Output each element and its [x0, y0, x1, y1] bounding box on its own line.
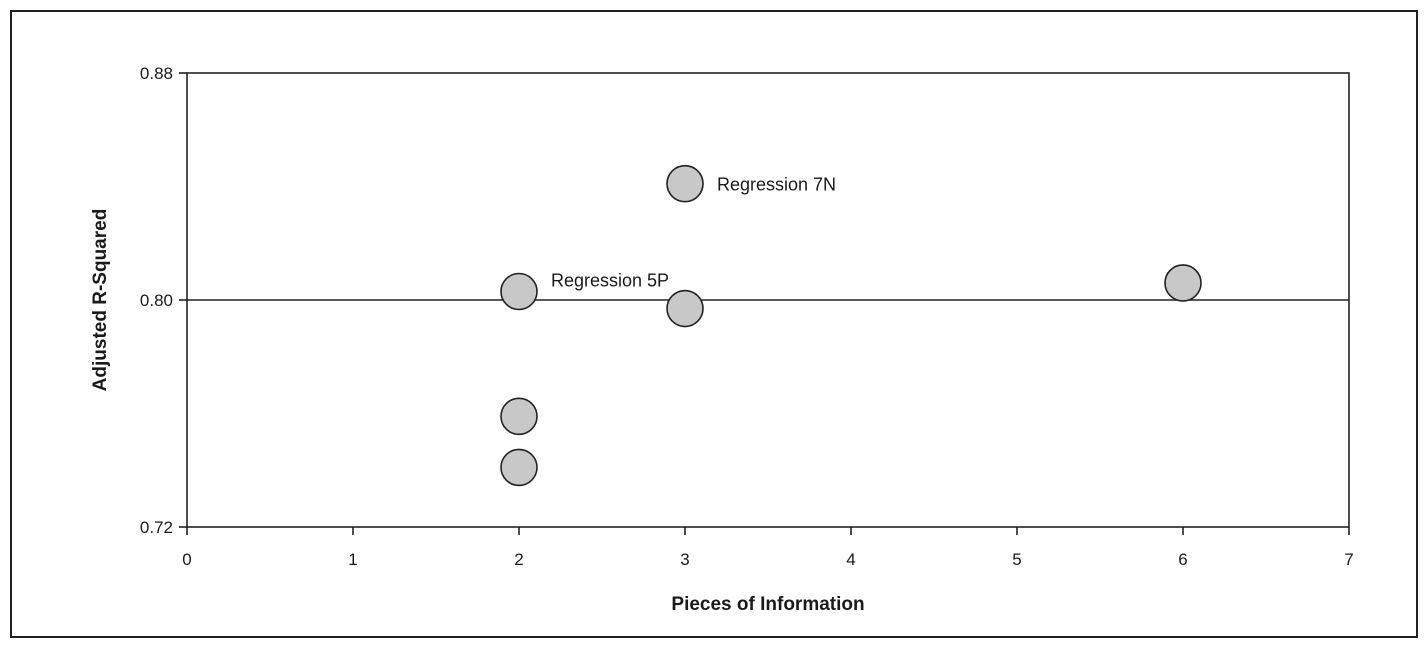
y-tick-label: 0.88	[140, 64, 173, 83]
data-point	[666, 164, 704, 203]
y-axis-title: Adjusted R-Squared	[90, 209, 111, 392]
x-axis-title: Pieces of Information	[671, 594, 864, 615]
data-point	[666, 289, 704, 328]
data-point	[500, 272, 538, 311]
x-tick-label: 2	[514, 550, 523, 569]
x-tick-label: 5	[1012, 550, 1021, 569]
x-tick-label: 0	[182, 550, 191, 569]
x-tick-label: 7	[1344, 550, 1353, 569]
annotation-label: Regression 7N	[717, 175, 836, 195]
x-tick-label: 1	[348, 550, 357, 569]
y-tick-label: 0.80	[140, 291, 173, 310]
outer-border	[10, 10, 1418, 638]
x-tick-label: 3	[680, 550, 689, 569]
data-point	[1164, 264, 1202, 302]
y-tick-label: 0.72	[140, 518, 173, 537]
y-axis-ticks: 0.72 0.80 0.88	[140, 64, 187, 537]
x-tick-label: 6	[1178, 550, 1187, 569]
data-point	[500, 448, 538, 487]
data-point	[500, 397, 538, 436]
annotations: Regression 7N Regression 5P	[551, 175, 836, 291]
annotation-label: Regression 5P	[551, 270, 669, 290]
data-points	[500, 164, 1202, 487]
x-axis-ticks: 0 1 2 3 4 5 6 7	[182, 527, 1354, 569]
x-tick-label: 4	[846, 550, 855, 569]
